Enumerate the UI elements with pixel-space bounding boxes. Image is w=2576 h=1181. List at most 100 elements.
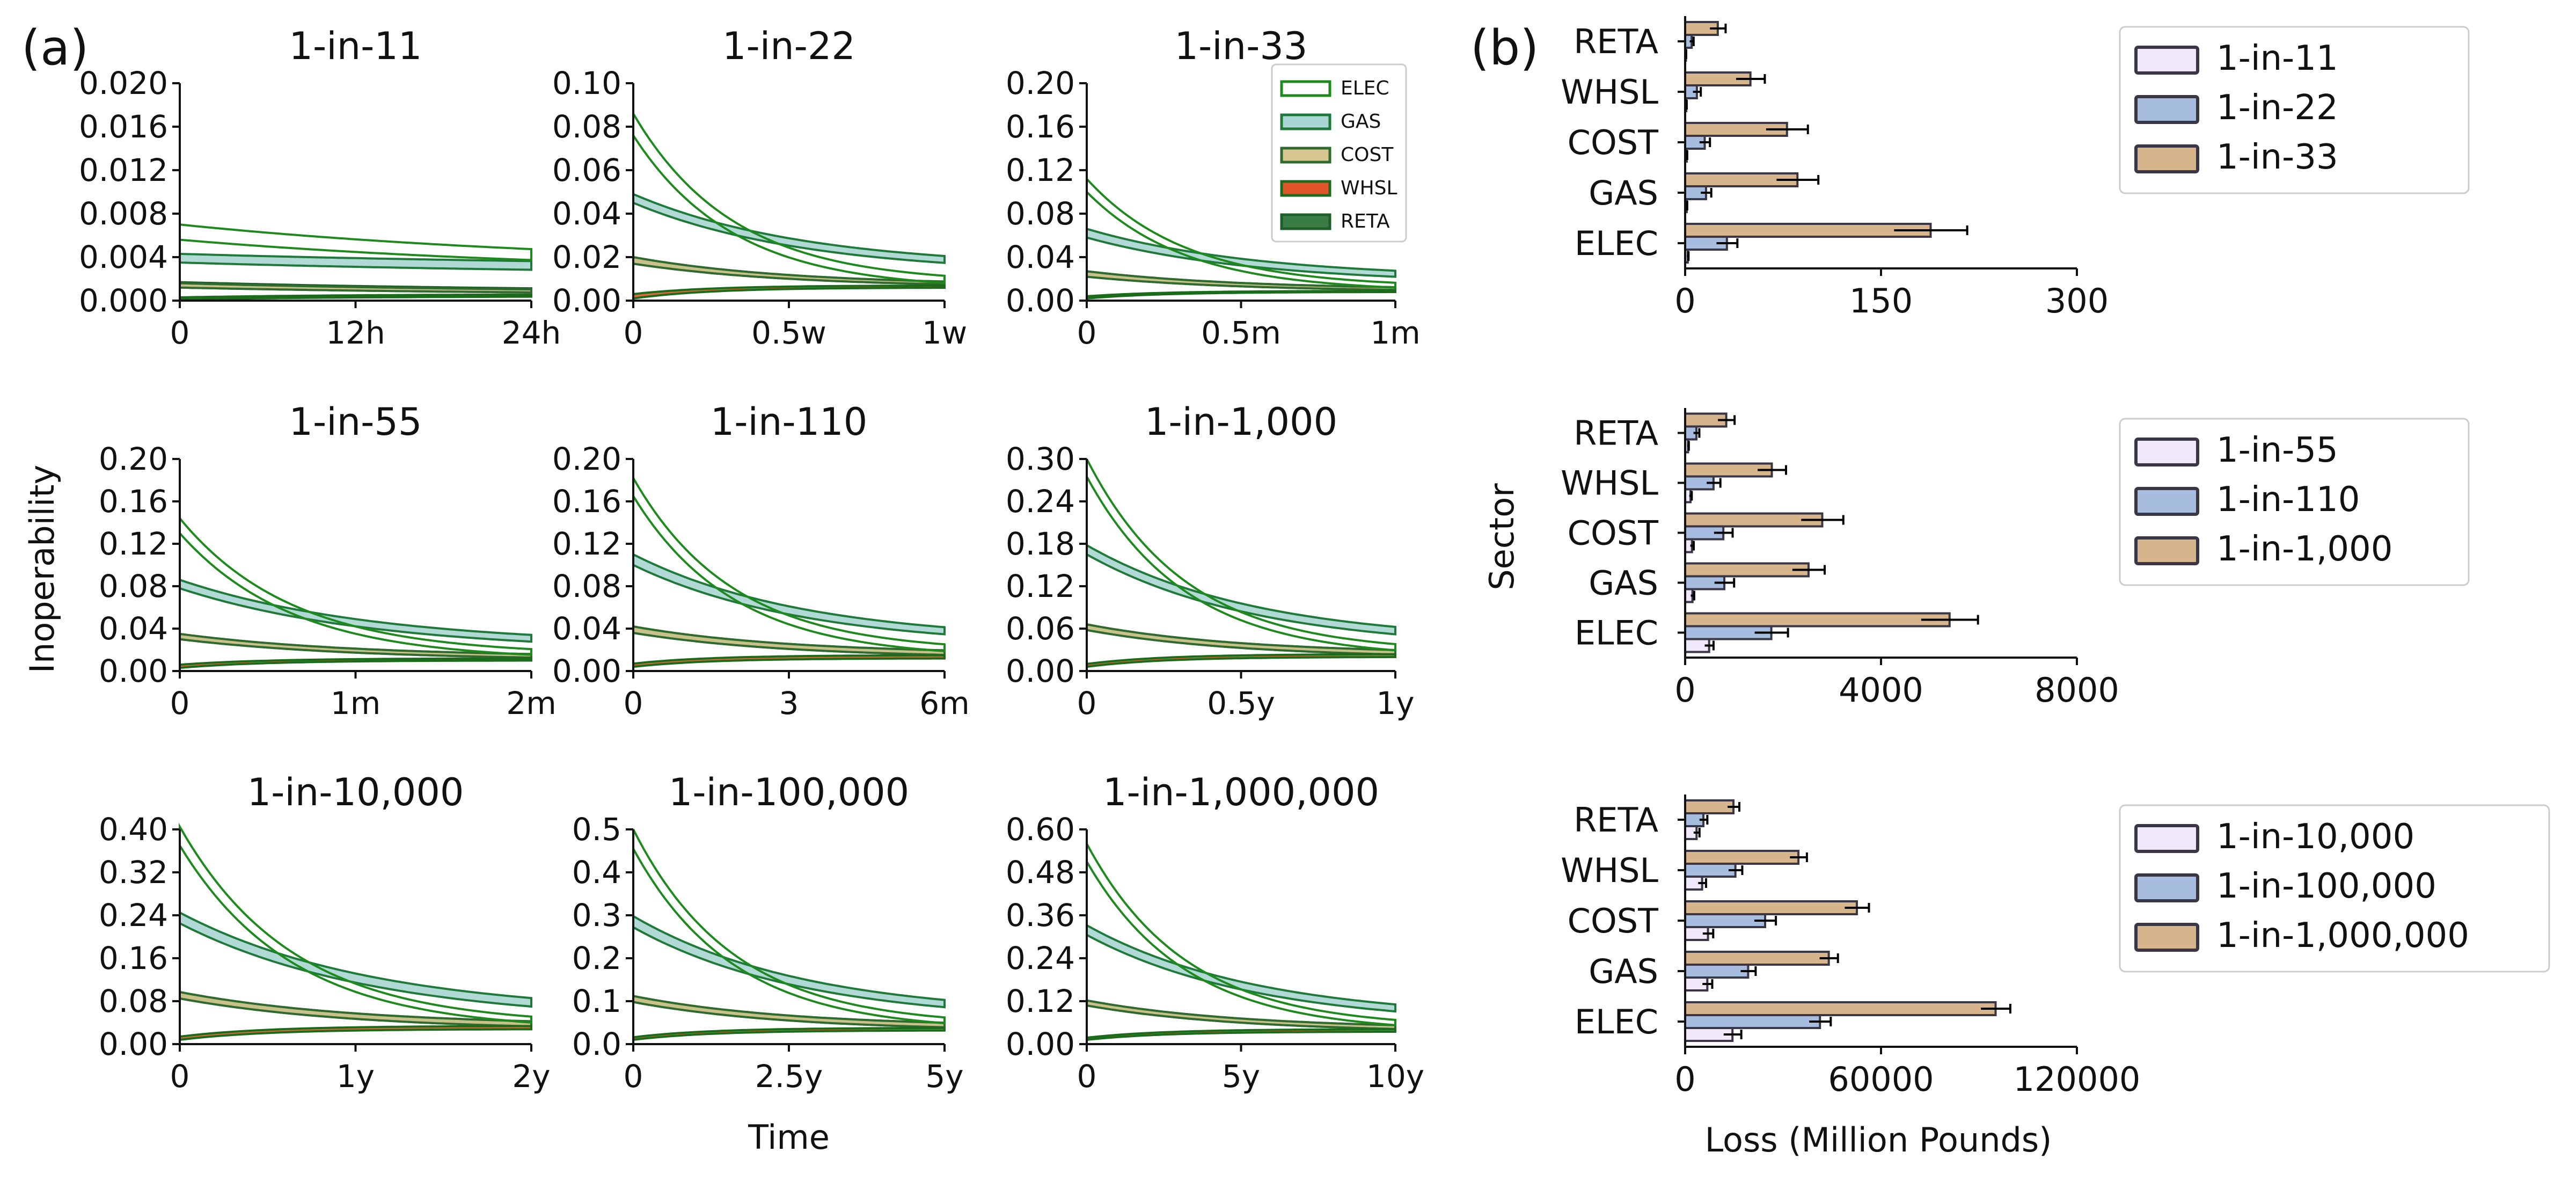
- subplot-title: 1-in-11: [289, 24, 422, 68]
- y-tick-label: 0.40: [99, 811, 168, 848]
- series-band-gas: [1086, 543, 1396, 636]
- y-tick-label: 0.016: [79, 108, 168, 145]
- bar: [1684, 850, 1800, 865]
- legend-label: 1-in-11: [2216, 39, 2338, 78]
- series-band-whsl: [1086, 653, 1396, 668]
- legend-swatch-reta: [1280, 213, 1331, 230]
- subplot-title: 1-in-100,000: [669, 770, 909, 814]
- category-label: GAS: [1589, 173, 1658, 213]
- bar: [1684, 799, 1735, 814]
- series-band-gas: [1086, 923, 1396, 1013]
- bar: [1684, 964, 1750, 979]
- legend-a-box: [1271, 63, 1407, 243]
- bar: [1684, 863, 1737, 878]
- y-tick-label: 0.0: [572, 1026, 621, 1062]
- y-tick-label: 0.32: [99, 854, 168, 891]
- x-tick-label: 1y: [1376, 685, 1414, 721]
- series-band-elec: [179, 515, 532, 656]
- y-tick-label: 0.04: [552, 195, 621, 232]
- y-tick-label: 0.5: [572, 811, 621, 848]
- x-tick-label: 2m: [506, 685, 556, 721]
- legend-label: 1-in-33: [2216, 137, 2338, 177]
- y-tick-label: 0.24: [99, 897, 168, 934]
- subplot-title: 1-in-10,000: [247, 770, 464, 814]
- x-tick-label: 12h: [326, 315, 385, 351]
- x-tick-label: 0: [624, 1058, 643, 1095]
- legend-swatch: [2134, 144, 2199, 173]
- y-tick-label: 0.08: [1006, 195, 1075, 232]
- y-tick-label: 0.16: [99, 940, 168, 976]
- y-tick-label: 0.04: [99, 610, 168, 647]
- legend-label: 1-in-1,000: [2216, 529, 2392, 569]
- y-tick-label: 0.48: [1006, 854, 1075, 891]
- series-band-whsl: [632, 284, 946, 300]
- x-tick-label: 0: [1674, 670, 1695, 710]
- subplot-title: 1-in-1,000: [1145, 400, 1337, 444]
- legend-label: 1-in-1,000,000: [2216, 916, 2469, 956]
- legend-swatch: [2134, 536, 2199, 565]
- y-tick-label: 0.06: [552, 152, 621, 188]
- y-tick-label: 0.1: [572, 983, 621, 1019]
- x-tick-label: 0: [170, 315, 190, 351]
- series-band-cost: [632, 256, 946, 286]
- y-tick-label: 0.12: [1006, 983, 1075, 1019]
- x-tick-label: 0: [1077, 315, 1097, 351]
- legend-label-reta: RETA: [1341, 210, 1390, 232]
- subplot-title: 1-in-110: [711, 400, 867, 444]
- x-tick-label: 1y: [336, 1058, 375, 1095]
- y-tick-label: 0.08: [99, 983, 168, 1019]
- series-band-elec: [632, 110, 946, 285]
- series-band-whsl: [632, 1026, 946, 1041]
- bar: [1684, 913, 1767, 928]
- legend-label-whsl: WHSL: [1341, 177, 1397, 199]
- category-label: RETA: [1574, 414, 1658, 453]
- legend-swatch: [2134, 438, 2199, 466]
- panel-label-a: (a): [21, 20, 89, 76]
- y-tick-label: 0.12: [99, 526, 168, 562]
- series-band-whsl: [179, 1025, 532, 1041]
- x-tick-label: 0: [170, 685, 190, 721]
- series-band-gas: [632, 192, 946, 264]
- legend-label: 1-in-100,000: [2216, 866, 2436, 906]
- y-tick-label: 0.24: [1006, 940, 1075, 976]
- legend-b-box: [2119, 26, 2470, 194]
- y-axis-label-a: Inoperability: [23, 465, 62, 674]
- category-label: RETA: [1574, 22, 1658, 61]
- subplot-title: 1-in-22: [722, 24, 855, 68]
- legend-swatch: [2134, 824, 2199, 853]
- bar: [1684, 612, 1951, 628]
- y-tick-label: 0.4: [572, 854, 621, 891]
- x-tick-label: 3: [779, 685, 799, 721]
- x-tick-label: 0.5y: [1207, 685, 1275, 721]
- y-tick-label: 0.12: [1006, 152, 1075, 188]
- category-label: WHSL: [1561, 464, 1658, 503]
- y-tick-label: 0.00: [99, 653, 168, 689]
- series-band-whsl: [1086, 1028, 1396, 1041]
- y-tick-label: 0.00: [1006, 282, 1075, 319]
- bar: [1684, 1014, 1821, 1029]
- series-band-whsl: [1086, 290, 1396, 300]
- x-axis-label-b: Loss (Million Pounds): [1705, 1120, 2052, 1160]
- series-band-elec: [1086, 843, 1396, 1026]
- x-axis-label-a: Time: [748, 1118, 830, 1157]
- x-tick-label: 0: [1077, 1058, 1097, 1095]
- x-tick-label: 0.5w: [751, 315, 826, 351]
- series-band-whsl: [632, 654, 946, 668]
- legend-b-box: [2119, 418, 2470, 586]
- x-tick-label: 0: [1077, 685, 1097, 721]
- category-label: ELEC: [1575, 1002, 1658, 1041]
- y-tick-label: 0.00: [552, 653, 621, 689]
- legend-label: 1-in-55: [2216, 431, 2338, 470]
- category-label: WHSL: [1561, 851, 1658, 890]
- x-tick-label: 1m: [331, 685, 380, 721]
- legend-swatch: [2134, 487, 2199, 516]
- x-tick-label: 150: [1849, 281, 1913, 320]
- x-tick-label: 0: [624, 315, 643, 351]
- x-tick-label: 0: [1674, 281, 1695, 320]
- y-tick-label: 0.02: [552, 239, 621, 275]
- y-tick-label: 0.3: [572, 897, 621, 934]
- x-tick-label: 1w: [922, 315, 967, 351]
- y-tick-label: 0.08: [552, 108, 621, 145]
- x-tick-label: 6m: [919, 685, 969, 721]
